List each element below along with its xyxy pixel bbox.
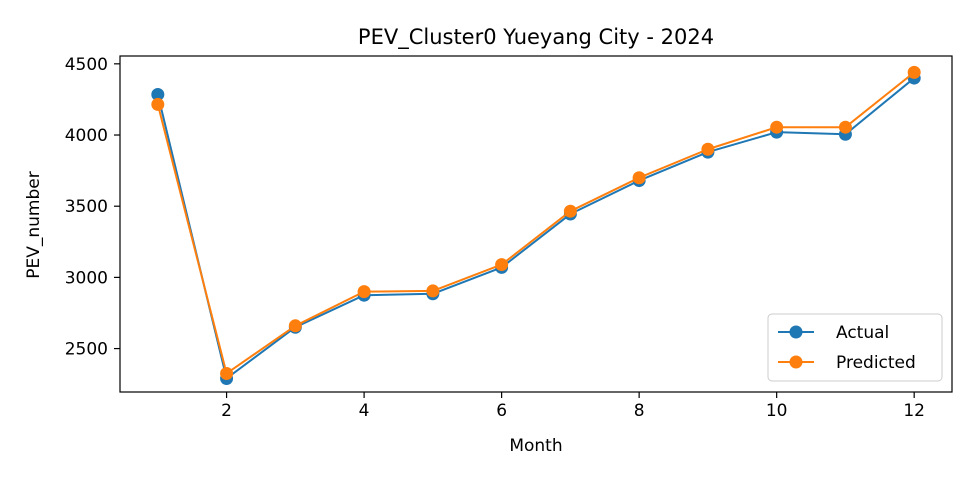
data-point-predicted: [495, 258, 509, 272]
series-line-predicted: [156, 71, 915, 375]
y-tick-label: 4500: [65, 55, 108, 75]
legend-label-actual: Actual: [836, 323, 889, 343]
x-tick-label: 10: [766, 401, 788, 421]
y-tick-label: 3000: [65, 268, 108, 288]
series-layer: [151, 65, 921, 385]
data-point-predicted: [701, 142, 715, 156]
legend-marker-predicted: [789, 355, 803, 369]
y-axis: 2500 3000 3500 4000 4500: [65, 55, 120, 360]
plot-area: [119, 55, 953, 393]
x-tick-label: 12: [903, 401, 925, 421]
data-point-predicted: [151, 97, 165, 111]
data-point-predicted: [838, 120, 852, 134]
x-tick-label: 8: [634, 401, 645, 421]
plot-frame: [119, 55, 953, 393]
chart-title: PEV_Cluster0 Yueyang City - 2024: [358, 25, 714, 50]
data-point-predicted: [426, 284, 440, 298]
y-tick-label: 2500: [65, 340, 108, 360]
legend-label-predicted: Predicted: [836, 353, 916, 373]
y-tick-label: 4000: [65, 126, 108, 146]
data-point-predicted: [563, 204, 577, 218]
legend: Actual Predicted: [767, 313, 943, 382]
x-axis-label: Month: [509, 436, 562, 456]
data-point-predicted: [632, 171, 646, 185]
legend-box: [767, 313, 943, 382]
x-axis: 2 4 6 8 10 12: [221, 392, 925, 421]
x-tick-label: 2: [221, 401, 232, 421]
y-tick-label: 3500: [65, 197, 108, 217]
x-tick-label: 6: [496, 401, 507, 421]
data-point-predicted: [907, 65, 921, 79]
data-point-predicted: [357, 285, 371, 299]
data-point-predicted: [770, 120, 784, 134]
data-point-predicted: [220, 366, 234, 380]
data-point-actual: [151, 87, 165, 101]
data-point-predicted: [288, 319, 302, 333]
y-axis-label: PEV_number: [24, 171, 44, 278]
legend-marker-actual: [789, 325, 803, 339]
series-line-actual: [156, 77, 915, 380]
x-tick-label: 4: [359, 401, 370, 421]
